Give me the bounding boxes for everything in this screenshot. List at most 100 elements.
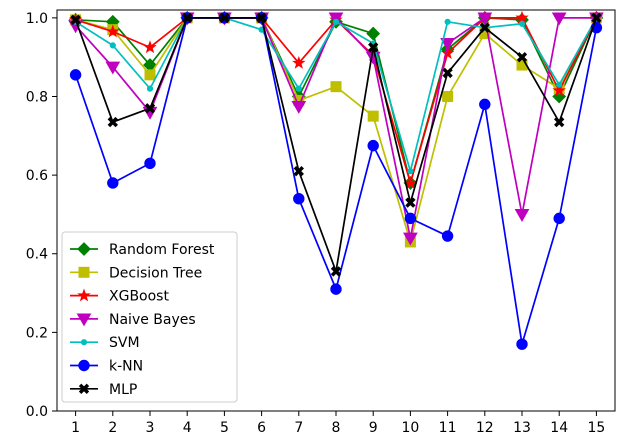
data-point-mlp <box>591 12 602 24</box>
x-tick-label: 9 <box>369 420 378 436</box>
data-point-naive-bayes <box>403 232 418 246</box>
data-point-mlp <box>368 42 379 53</box>
data-point-k-nn <box>553 212 565 225</box>
data-point-naive-bayes <box>291 100 307 114</box>
data-point-k-nn <box>293 193 305 205</box>
legend-swatch-marker <box>76 313 92 327</box>
data-point-random-forest <box>552 89 567 104</box>
data-point-mlp <box>256 12 267 24</box>
x-tick-label: 1 <box>71 420 80 436</box>
legend-swatch-marker <box>80 339 88 346</box>
data-point-k-nn <box>144 157 156 170</box>
data-point-naive-bayes <box>328 12 344 26</box>
data-point-random-forest <box>366 26 381 41</box>
data-point-mlp <box>107 116 118 128</box>
data-point-svm <box>295 85 302 92</box>
legend-swatch-marker <box>78 383 90 394</box>
data-point-xgboost <box>552 83 566 97</box>
legend-label: SVM <box>109 335 140 351</box>
y-tick-label: 0.0 <box>26 404 48 420</box>
legend-label: Decision Tree <box>109 265 202 281</box>
legend-label: k-NN <box>109 359 143 375</box>
series-layer <box>68 10 604 350</box>
data-point-k-nn <box>516 338 528 350</box>
legend-swatch-marker <box>77 242 91 256</box>
legend-box <box>61 231 238 403</box>
data-point-naive-bayes <box>440 38 455 51</box>
series-line-naive-bayes <box>74 17 597 239</box>
data-point-k-nn <box>479 98 491 111</box>
data-point-naive-bayes <box>105 61 121 75</box>
y-tick-label: 1.0 <box>26 11 48 27</box>
data-point-xgboost <box>292 55 306 69</box>
data-point-k-nn <box>404 212 417 225</box>
x-tick-label: 15 <box>587 420 605 436</box>
x-tick-label: 4 <box>183 420 192 436</box>
data-point-decision-tree <box>330 81 342 93</box>
x-tick-label: 12 <box>476 420 494 436</box>
x-tick-label: 8 <box>332 420 341 436</box>
data-point-mlp <box>219 12 230 24</box>
data-point-decision-tree <box>144 69 156 81</box>
data-point-k-nn <box>441 230 454 242</box>
data-point-mlp <box>479 22 490 33</box>
data-point-mlp <box>516 52 528 63</box>
x-tick-label: 2 <box>108 420 117 436</box>
x-tick-label: 3 <box>146 420 155 436</box>
x-tick-label: 10 <box>401 420 419 436</box>
data-point-mlp <box>70 14 81 25</box>
x-tick-label: 6 <box>257 420 266 436</box>
x-tick-label: 11 <box>439 420 457 436</box>
data-point-k-nn <box>330 283 342 295</box>
legend-label: Random Forest <box>109 242 215 258</box>
data-point-svm <box>109 42 116 49</box>
series-line-decision-tree <box>75 17 598 243</box>
data-point-k-nn <box>69 69 82 81</box>
series-svm <box>72 14 600 175</box>
data-point-xgboost <box>403 175 418 189</box>
y-tick-label: 0.6 <box>26 168 48 184</box>
data-point-mlp <box>405 197 416 208</box>
data-point-svm <box>518 20 526 27</box>
legend-swatch-marker <box>78 359 90 372</box>
data-point-svm <box>146 85 154 92</box>
legend-entry-mlp: MLP <box>70 382 137 398</box>
data-point-svm <box>407 168 414 175</box>
legend-entry-decision-tree: Decision Tree <box>70 265 202 281</box>
legend-label: XGBoost <box>109 289 169 305</box>
y-axis: 0.0 0.2 0.4 0.6 0.8 1.0 <box>26 11 57 420</box>
data-point-mlp <box>293 166 304 177</box>
data-point-naive-bayes <box>514 209 530 222</box>
data-point-mlp <box>144 103 156 114</box>
legend-label: MLP <box>109 382 137 398</box>
data-point-xgboost <box>106 24 120 38</box>
legend-swatch-marker <box>77 288 91 302</box>
x-axis: 1 2 3 4 5 6 7 8 9 10 11 12 13 14 15 <box>71 411 605 436</box>
data-point-svm <box>556 81 563 88</box>
data-point-svm <box>444 18 451 25</box>
data-point-k-nn <box>107 177 119 189</box>
legend-entry-random-forest: Random Forest <box>70 242 215 258</box>
legend-entry-svm: SVM <box>70 335 140 351</box>
data-point-decision-tree <box>367 110 379 122</box>
data-point-xgboost <box>515 10 529 24</box>
x-tick-label: 7 <box>294 420 303 436</box>
legend: Random Forest Decision Tree XGBoost Naive B… <box>61 231 238 403</box>
series-mlp <box>70 12 602 277</box>
legend-swatch-marker <box>78 266 90 278</box>
data-point-mlp <box>554 116 565 128</box>
legend-entry-k-nn: k-NN <box>70 359 143 375</box>
y-tick-label: 0.2 <box>26 325 48 341</box>
legend-entry-xgboost: XGBoost <box>70 288 169 305</box>
data-point-xgboost <box>143 40 157 54</box>
y-tick-label: 0.8 <box>26 89 48 105</box>
data-point-xgboost <box>440 46 455 59</box>
data-point-svm <box>332 18 340 25</box>
plot-area: 1 2 3 4 5 6 7 8 9 10 11 12 13 14 15 0.00.20.40.60.81.0 <box>26 9 616 436</box>
data-point-mlp <box>442 67 453 79</box>
x-tick-label: 5 <box>220 420 229 436</box>
data-point-mlp <box>182 12 193 24</box>
data-point-mlp <box>330 266 342 277</box>
x-tick-label: 14 <box>550 420 568 436</box>
